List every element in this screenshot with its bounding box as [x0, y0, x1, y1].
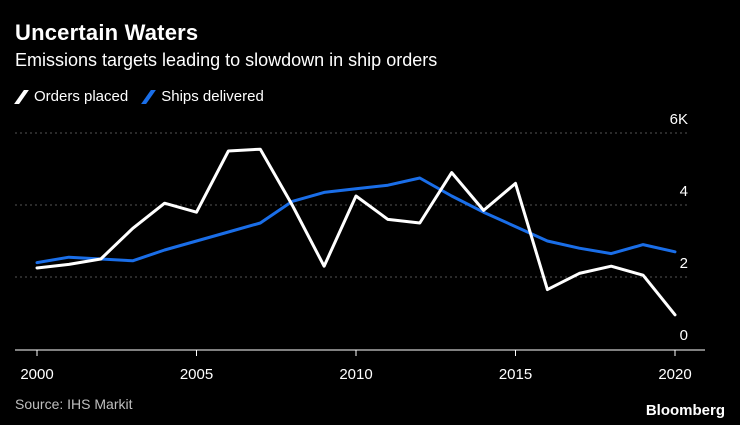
x-tick-label: 2020 — [658, 366, 691, 383]
legend: Orders placed Ships delivered — [14, 88, 278, 105]
x-tick-label: 2015 — [499, 366, 532, 383]
series-line-orders-placed — [35, 147, 677, 317]
x-tick-label: 2005 — [180, 366, 213, 383]
chart-subtitle: Emissions targets leading to slowdown in… — [15, 50, 438, 70]
y-tick-label: 4 — [680, 183, 688, 200]
source-note: Source: IHS Markit — [15, 396, 133, 412]
legend-label-deliveries: Ships delivered — [161, 88, 264, 105]
legend-label-orders: Orders placed — [34, 88, 129, 105]
y-tick-label: 0 — [680, 327, 688, 344]
x-tick-label: 2010 — [339, 366, 372, 383]
series-line-ships-delivered — [35, 176, 677, 265]
bloomberg-logo: Bloomberg — [645, 402, 725, 419]
x-tick-label: 2000 — [20, 366, 53, 383]
legend-item-orders: Orders placed — [14, 88, 129, 105]
y-tick-label: 6K — [670, 111, 688, 128]
legend-item-deliveries: Ships delivered — [141, 88, 264, 105]
chart-title: Uncertain Waters — [15, 20, 199, 45]
y-tick-label: 2 — [680, 255, 688, 272]
